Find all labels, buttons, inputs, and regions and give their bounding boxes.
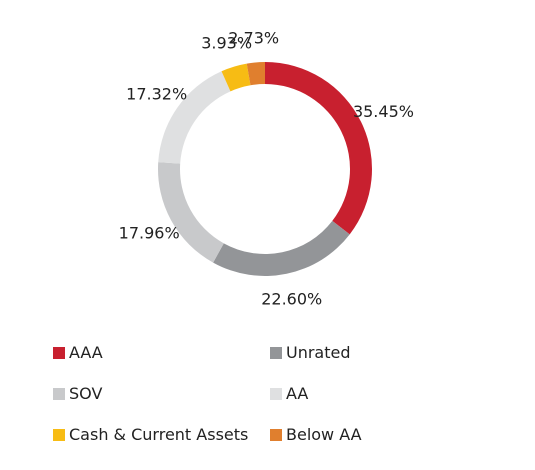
legend-item-aa: AA [270,382,308,406]
legend-swatch-unrated [270,347,282,359]
legend-item-aaa: AAA [53,341,103,365]
legend-swatch-sov [53,388,65,400]
slice-label-sov: 17.96% [119,223,180,242]
donut-slice-aaa [265,62,372,235]
slice-label-below-aa: 2.73% [228,28,279,47]
legend-label-cash-current-assets: Cash & Current Assets [69,425,249,444]
legend-swatch-below-aa [270,429,282,441]
donut-slice-aa [158,71,231,164]
legend-label-below-aa: Below AA [286,425,362,444]
legend-item-below-aa: Below AA [270,423,362,447]
legend-item-sov: SOV [53,382,102,406]
chart-legend: AAA Unrated SOV AA Cash & Current Assets… [53,337,503,457]
legend-swatch-aaa [53,347,65,359]
legend-item-unrated: Unrated [270,341,351,365]
legend-swatch-aa [270,388,282,400]
legend-swatch-cash-current-assets [53,429,65,441]
donut-slice-below-aa [246,62,265,86]
slice-label-aaa: 35.45% [353,102,414,121]
slice-label-unrated: 22.60% [261,289,322,308]
legend-label-unrated: Unrated [286,343,351,362]
donut-slice-unrated [213,220,350,276]
slice-label-cash-current-assets: 3.93% [201,34,252,53]
legend-label-aaa: AAA [69,343,103,362]
donut-slice-sov [158,162,224,263]
legend-item-cash-current-assets: Cash & Current Assets [53,423,248,447]
legend-label-aa: AA [286,384,309,403]
legend-label-sov: SOV [69,384,103,403]
slice-label-aa: 17.32% [126,85,187,104]
donut-slice-cash-current-assets [221,63,251,92]
